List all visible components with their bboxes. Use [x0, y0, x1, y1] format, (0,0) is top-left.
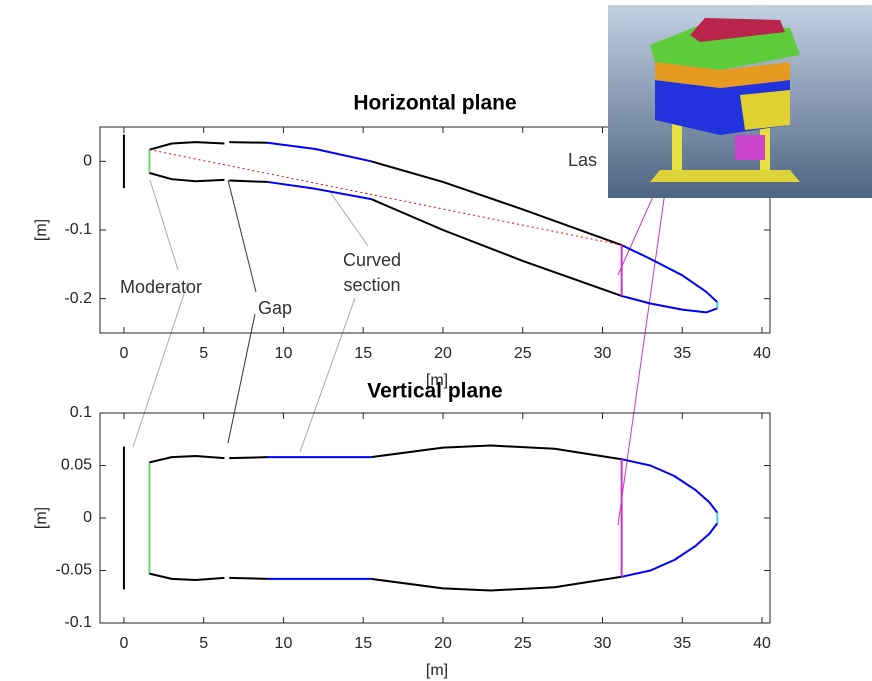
y-tick-label: 0.05: [61, 457, 92, 474]
figure: Moderator Gap Curved section Las Horizon…: [0, 0, 872, 681]
annotation: Curved: [343, 250, 401, 270]
chart-title: Vertical plane: [367, 380, 502, 403]
x-tick-label: 0: [119, 345, 128, 362]
y-tick-label: 0: [83, 509, 92, 526]
x-tick-label: 40: [753, 635, 771, 652]
y-axis-label: [m]: [33, 219, 50, 241]
x-tick-label: 30: [594, 345, 612, 362]
y-axis-label: [m]: [33, 507, 50, 529]
x-tick-label: 35: [673, 635, 691, 652]
x-axis-label: [m]: [426, 662, 448, 679]
x-tick-label: 30: [594, 635, 612, 652]
x-tick-label: 35: [673, 345, 691, 362]
y-tick-label: -0.05: [56, 562, 93, 579]
x-tick-label: 40: [753, 345, 771, 362]
inset-image: [608, 5, 872, 198]
x-tick-label: 10: [275, 635, 293, 652]
annotation: Las: [568, 150, 597, 170]
y-tick-label: -0.1: [64, 221, 92, 238]
y-tick-label: -0.2: [64, 290, 92, 307]
block: [740, 90, 790, 130]
x-tick-label: 15: [354, 635, 372, 652]
base: [650, 170, 800, 182]
y-tick-label: 0.1: [70, 404, 92, 421]
x-tick-label: 20: [434, 635, 452, 652]
annotation: section: [343, 275, 400, 295]
annotation: Gap: [258, 298, 292, 318]
x-tick-label: 0: [119, 635, 128, 652]
x-tick-label: 5: [199, 635, 208, 652]
x-tick-label: 20: [434, 345, 452, 362]
x-tick-label: 25: [514, 635, 532, 652]
y-tick-label: -0.1: [64, 614, 92, 631]
x-tick-label: 25: [514, 345, 532, 362]
annotation: Moderator: [120, 277, 202, 297]
x-tick-label: 10: [275, 345, 293, 362]
y-tick-label: 0: [83, 153, 92, 170]
x-tick-label: 5: [199, 345, 208, 362]
block: [735, 135, 765, 160]
chart-title: Horizontal plane: [353, 92, 516, 115]
x-tick-label: 15: [354, 345, 372, 362]
